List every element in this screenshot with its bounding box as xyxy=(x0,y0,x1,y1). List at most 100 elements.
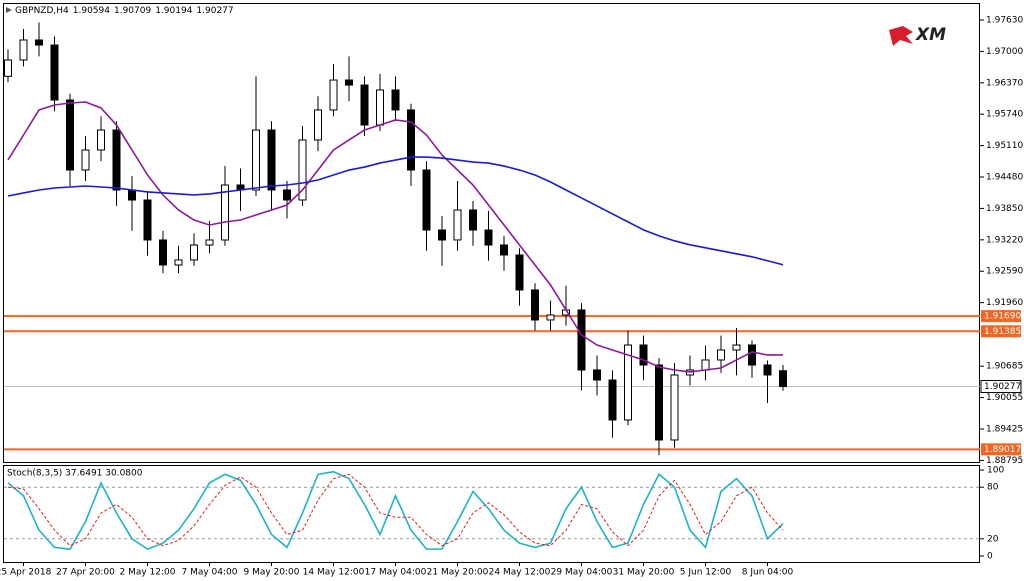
y-tick-label: 1.94480 xyxy=(986,173,1023,183)
current-price-box xyxy=(980,380,1022,394)
candle-body xyxy=(608,379,617,421)
y-tick-label: 100 xyxy=(987,466,1004,476)
candle-body xyxy=(143,199,152,241)
candle-body xyxy=(639,344,648,366)
candle-body xyxy=(407,109,415,171)
candle-body xyxy=(453,209,462,241)
candle-body xyxy=(128,189,136,201)
candle-body xyxy=(66,99,74,171)
candle-body xyxy=(112,129,121,191)
y-tick-label: 0 xyxy=(987,552,993,562)
y-tick-label: 1.95740 xyxy=(986,110,1023,120)
stoch-title: Stoch(8,3,5) 37.6491 30.0800 xyxy=(7,469,143,479)
y-tick-label: 1.89425 xyxy=(986,425,1023,435)
candle-body xyxy=(298,139,307,201)
candle-body xyxy=(252,129,260,191)
y-tick-label: 1.93220 xyxy=(986,235,1023,245)
x-tick-label: 27 Apr 20:00 xyxy=(56,568,115,578)
x-tick-label: 5 Jun 12:00 xyxy=(680,568,732,578)
candle-body xyxy=(732,344,741,351)
candle-body xyxy=(174,259,183,266)
logo: XM xyxy=(889,25,946,46)
logo-text: XM xyxy=(915,25,946,45)
candle-body xyxy=(655,364,663,441)
candle-body xyxy=(345,79,353,86)
candle-body xyxy=(593,369,601,381)
candle-body xyxy=(50,44,59,101)
candle-body xyxy=(763,364,772,376)
last-close: 1.90277 xyxy=(196,6,233,16)
candle-body xyxy=(500,244,508,256)
series-line xyxy=(7,101,783,373)
candle-body xyxy=(376,89,384,126)
series-line xyxy=(7,156,784,266)
candle-body xyxy=(701,359,710,371)
x-tick-label: 29 May 04:00 xyxy=(551,568,613,578)
candle-body xyxy=(577,309,586,371)
candle-body xyxy=(748,344,756,366)
last-low: 1.90194 xyxy=(155,6,192,16)
series-line xyxy=(7,473,784,547)
main-frame xyxy=(3,3,980,463)
candle-body xyxy=(438,229,446,241)
logo-flag xyxy=(889,26,913,46)
level-label-box xyxy=(981,325,1021,338)
x-tick-label: 31 May 20:00 xyxy=(613,568,675,578)
y-tick-label: 20 xyxy=(987,534,999,544)
symbol: GBPNZD,H4 xyxy=(15,6,69,16)
candle-body xyxy=(391,89,400,111)
level-label-box xyxy=(981,443,1021,456)
candle-body xyxy=(717,349,725,361)
current-price-label: 1.90277 xyxy=(984,382,1021,392)
y-tick-label: 1.95110 xyxy=(986,141,1023,151)
x-tick-label: 14 May 12:00 xyxy=(303,568,365,578)
x-tick-label: 21 May 20:00 xyxy=(427,568,489,578)
level-label: 1.91690 xyxy=(984,312,1021,322)
y-tick-label: 1.97000 xyxy=(986,47,1023,57)
x-tick-label: 7 May 04:00 xyxy=(182,568,238,578)
y-tick-label: 1.90055 xyxy=(986,393,1023,403)
last-high: 1.90709 xyxy=(114,6,151,16)
y-tick-label: 1.91960 xyxy=(986,298,1023,308)
x-tick-label: 17 May 04:00 xyxy=(365,568,427,578)
candle-body xyxy=(97,129,105,151)
level-label: 1.91385 xyxy=(984,327,1021,337)
x-tick-label: 25 Apr 2018 xyxy=(0,568,52,578)
x-tick-label: 9 May 20:00 xyxy=(244,568,300,578)
x-tick-label: 8 Jun 04:00 xyxy=(742,568,794,578)
y-tick-label: 80 xyxy=(987,483,999,493)
candle-body xyxy=(624,344,632,421)
candle-body xyxy=(4,59,12,77)
y-tick-label: 1.93850 xyxy=(986,204,1023,214)
candle-body xyxy=(422,169,431,231)
candle-body xyxy=(779,370,787,388)
candle-body xyxy=(314,109,322,141)
x-tick-label: 2 May 12:00 xyxy=(120,568,176,578)
candle-body xyxy=(670,374,679,441)
candle-body xyxy=(515,254,524,291)
candle-body xyxy=(190,244,198,261)
y-tick-label: 1.90685 xyxy=(986,362,1023,372)
x-tick-label: 24 May 12:00 xyxy=(489,568,551,578)
candle-body xyxy=(221,184,229,241)
y-tick-label: 1.88795 xyxy=(986,456,1023,466)
candle-body xyxy=(205,239,214,246)
level-label: 1.89017 xyxy=(984,445,1021,455)
candle-body xyxy=(19,39,28,61)
level-label-box xyxy=(981,310,1021,323)
series-line xyxy=(7,470,784,551)
last-open: 1.90594 xyxy=(73,6,110,16)
candle-body xyxy=(360,84,369,126)
header-icon xyxy=(6,7,12,13)
y-tick-label: 1.97630 xyxy=(986,16,1023,26)
candle-body xyxy=(267,129,276,191)
candle-body xyxy=(484,229,493,246)
y-tick-label: 1.96370 xyxy=(986,78,1023,88)
stoch-frame xyxy=(3,465,980,563)
candle-body xyxy=(546,314,555,321)
candle-body xyxy=(35,39,43,46)
y-tick-label: 1.92590 xyxy=(986,267,1023,277)
candle-body xyxy=(81,149,90,171)
